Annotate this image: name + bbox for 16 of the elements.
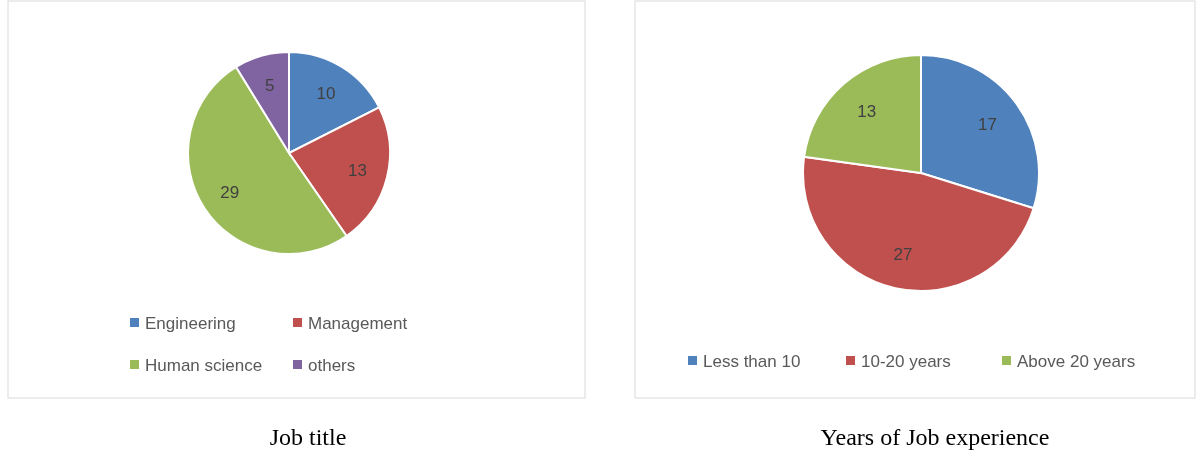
legend-label: 10-20 years — [861, 351, 951, 371]
data-label: 29 — [220, 182, 240, 202]
legend-label: Less than 10 — [703, 351, 801, 371]
data-label: 17 — [978, 115, 998, 135]
data-label: 13 — [857, 101, 877, 121]
legend-label: Human science — [145, 355, 263, 375]
text: Years of Job experience — [820, 424, 1050, 451]
legend-label: Engineering — [145, 313, 236, 333]
legend-label: Management — [308, 313, 408, 333]
legend-label: others — [308, 355, 356, 375]
data-label: 10 — [316, 83, 336, 103]
legend-label: Above 20 years — [1017, 351, 1136, 371]
data-label: 13 — [348, 161, 367, 181]
data-label: 27 — [893, 244, 913, 264]
text: Job title — [269, 424, 347, 451]
data-label: 5 — [265, 75, 275, 95]
